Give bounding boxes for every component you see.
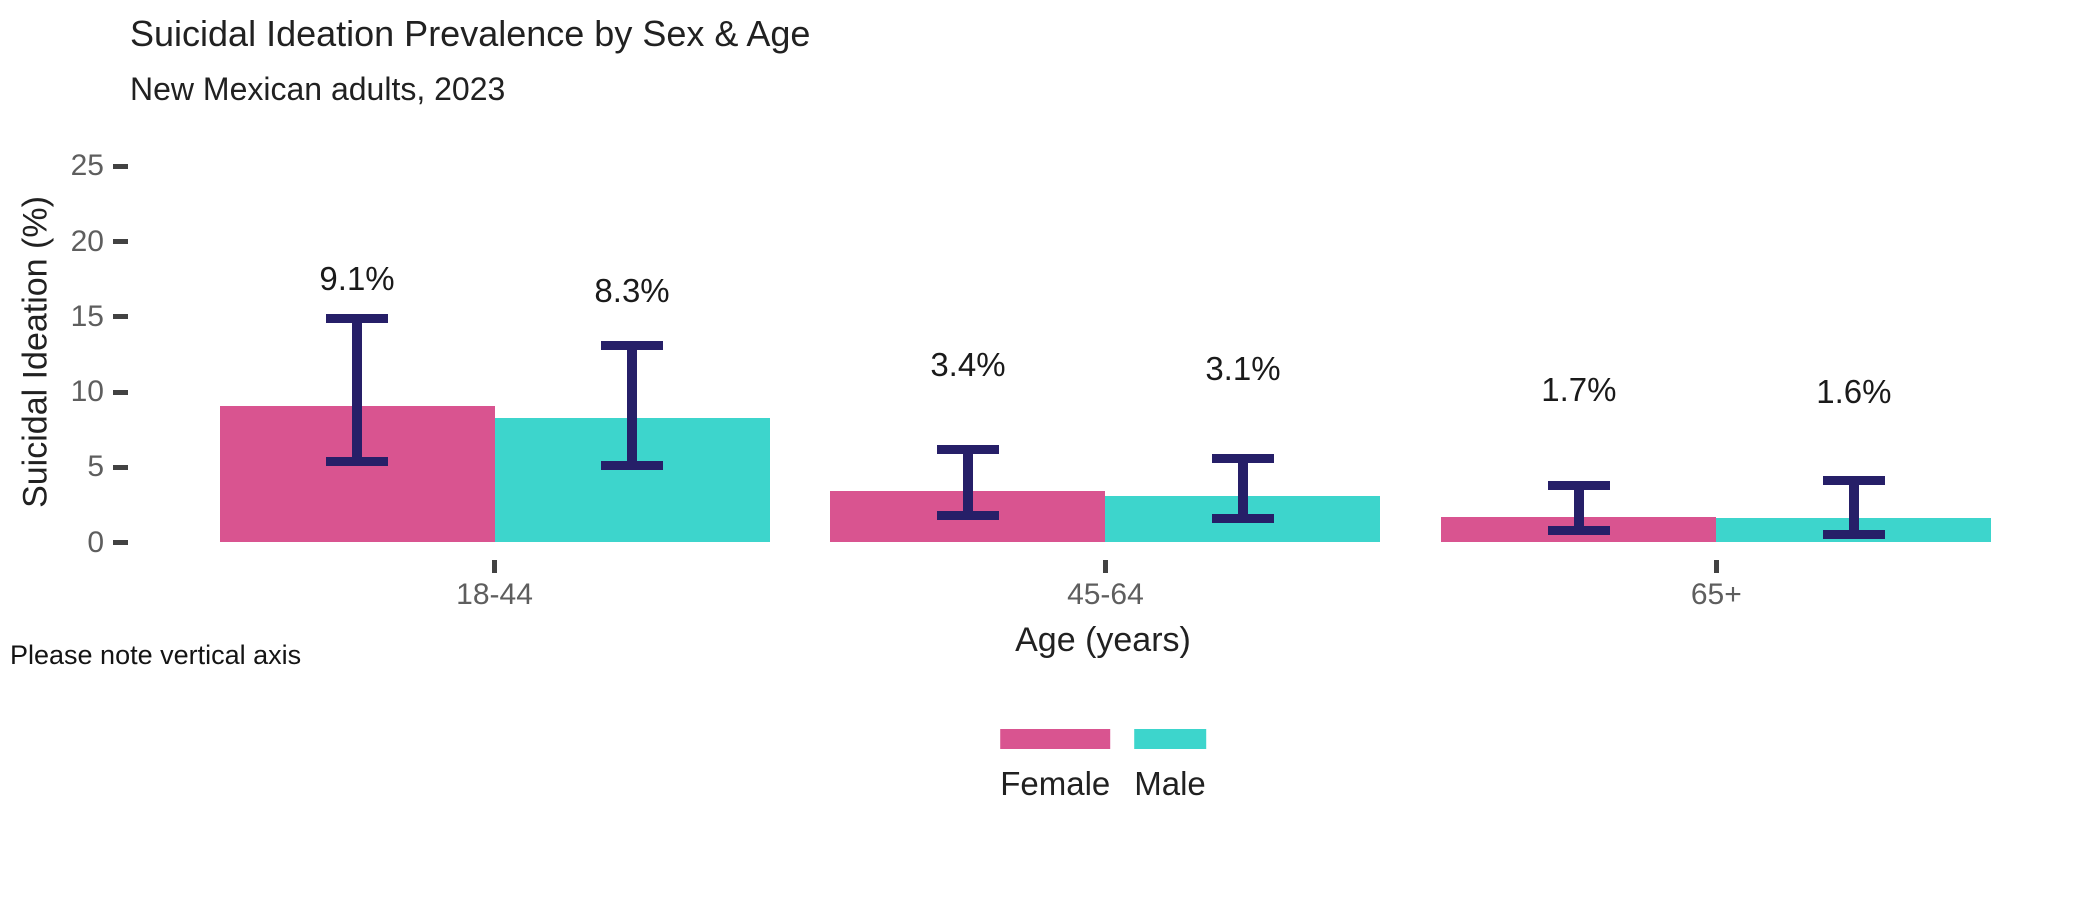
x-tick-label: 45-64 — [1067, 578, 1144, 611]
y-tick-mark — [113, 389, 128, 395]
errorbar-stem-female-65+ — [1573, 485, 1584, 531]
value-label-male-65+: 1.6% — [1816, 373, 1892, 410]
errorbar-cap-top-female-65+ — [1547, 480, 1610, 490]
x-tick-label: 65+ — [1690, 578, 1742, 611]
y-tick-mark — [113, 239, 128, 244]
legend-item-female: Female — [1000, 729, 1111, 803]
legend-swatch-male — [1134, 729, 1206, 749]
errorbar-stem-male-45-64 — [1237, 458, 1248, 519]
legend-label-male: Male — [1134, 765, 1206, 802]
errorbar-cap-top-female-18-44 — [326, 313, 389, 323]
y-tick-label: 5 — [87, 450, 104, 484]
legend-label-female: Female — [1000, 765, 1111, 802]
x-tick-mark — [1713, 560, 1719, 573]
y-tick-mark — [113, 540, 128, 545]
errorbar-stem-male-65+ — [1848, 480, 1859, 535]
errorbar-stem-male-18-44 — [627, 345, 638, 466]
errorbar-cap-bottom-female-65+ — [1547, 525, 1610, 535]
x-tick-mark — [1102, 560, 1108, 573]
errorbar-cap-top-female-45-64 — [936, 444, 999, 454]
y-tick-mark — [113, 314, 128, 320]
y-tick-mark — [113, 163, 128, 169]
y-tick-label: 25 — [70, 149, 104, 183]
legend-swatch-female — [1000, 729, 1111, 749]
errorbar-cap-top-male-18-44 — [601, 340, 664, 350]
errorbar-cap-top-male-65+ — [1822, 476, 1885, 486]
x-tick-mark — [492, 560, 498, 573]
y-tick-label: 20 — [70, 224, 104, 258]
chart-subtitle: New Mexican adults, 2023 — [130, 71, 506, 107]
errorbar-cap-bottom-male-45-64 — [1211, 513, 1274, 523]
errorbar-cap-bottom-male-65+ — [1822, 530, 1885, 540]
value-label-female-45-64: 3.4% — [930, 345, 1006, 383]
value-label-female-65+: 1.7% — [1541, 371, 1617, 409]
value-label-female-18-44: 9.1% — [319, 260, 395, 298]
errorbar-cap-bottom-female-18-44 — [326, 456, 389, 466]
y-tick-label: 0 — [87, 525, 104, 559]
value-label-male-45-64: 3.1% — [1205, 350, 1281, 388]
legend: Female Male — [1000, 729, 1206, 803]
errorbar-cap-bottom-female-45-64 — [936, 510, 999, 520]
errorbar-cap-top-male-45-64 — [1211, 453, 1274, 463]
chart-title: Suicidal Ideation Prevalence by Sex & Ag… — [130, 13, 811, 54]
errorbar-stem-female-18-44 — [352, 318, 363, 462]
y-tick-label: 10 — [70, 375, 104, 408]
legend-item-male: Male — [1134, 729, 1206, 803]
errorbar-cap-bottom-male-18-44 — [601, 461, 664, 471]
y-tick-mark — [113, 464, 128, 470]
x-axis-title: Age (years) — [1015, 621, 1191, 659]
plot-caption: Please note vertical axis — [10, 640, 302, 670]
value-label-male-18-44: 8.3% — [594, 272, 670, 310]
errorbar-stem-female-45-64 — [962, 449, 973, 516]
x-tick-label: 18-44 — [456, 578, 533, 611]
y-tick-label: 15 — [70, 299, 104, 333]
